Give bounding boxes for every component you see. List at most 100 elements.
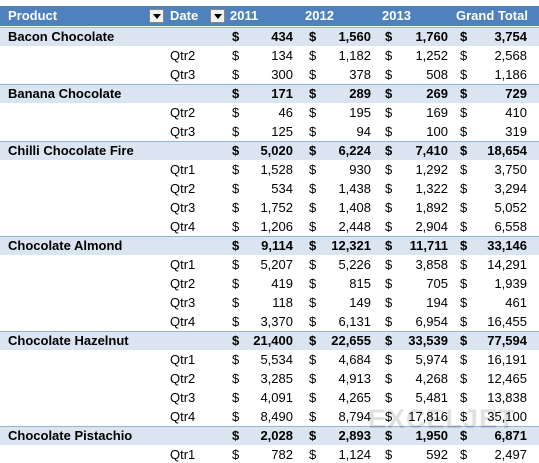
currency-sign: $ <box>460 276 468 291</box>
currency-sign: $ <box>232 333 240 348</box>
column-header: 2013 <box>382 8 411 23</box>
currency-sign: $ <box>309 48 317 63</box>
cell-value: 1,560 <box>338 29 371 44</box>
currency-sign: $ <box>232 143 240 158</box>
currency-sign: $ <box>309 352 317 367</box>
cell-value: 705 <box>426 276 448 291</box>
column-header: 2011 <box>230 8 259 23</box>
currency-sign: $ <box>309 86 317 101</box>
currency-sign: $ <box>460 48 468 63</box>
cell-value: 508 <box>426 67 448 82</box>
cell-value: 195 <box>349 105 371 120</box>
currency-sign: $ <box>309 67 317 82</box>
currency-sign: $ <box>460 124 468 139</box>
currency-sign: $ <box>385 371 393 386</box>
date-label: Qtr4 <box>170 409 196 424</box>
column-header: Grand Total <box>456 8 528 23</box>
product-name: Chocolate Hazelnut <box>8 333 129 348</box>
cell-value: 2,448 <box>338 219 371 234</box>
cell-value: 434 <box>271 29 293 44</box>
cell-value: 8,794 <box>338 409 371 424</box>
date-label: Qtr1 <box>170 447 196 462</box>
cell-value: 3,370 <box>260 314 293 329</box>
currency-sign: $ <box>309 124 317 139</box>
filter-button[interactable] <box>210 9 225 23</box>
currency-sign: $ <box>460 67 468 82</box>
currency-sign: $ <box>309 238 317 253</box>
cell-value: 269 <box>426 86 448 101</box>
date-label: Qtr2 <box>170 276 196 291</box>
cell-value: 33,539 <box>408 333 448 348</box>
currency-sign: $ <box>309 219 317 234</box>
currency-sign: $ <box>309 428 317 443</box>
cell-value: 5,226 <box>338 257 371 272</box>
cell-value: 16,191 <box>487 352 527 367</box>
currency-sign: $ <box>232 181 240 196</box>
cell-value: 14,291 <box>487 257 527 272</box>
currency-sign: $ <box>385 162 393 177</box>
currency-sign: $ <box>385 105 393 120</box>
filter-button[interactable] <box>149 9 164 23</box>
cell-value: 1,438 <box>338 181 371 196</box>
cell-value: 4,268 <box>415 371 448 386</box>
cell-value: 169 <box>426 105 448 120</box>
currency-sign: $ <box>309 447 317 462</box>
date-label: Qtr2 <box>170 105 196 120</box>
cell-value: 729 <box>505 86 527 101</box>
currency-sign: $ <box>460 181 468 196</box>
column-header: Product <box>8 8 58 23</box>
cell-value: 46 <box>278 105 293 120</box>
currency-sign: $ <box>232 257 240 272</box>
date-label: Qtr2 <box>170 181 196 196</box>
cell-value: 1,322 <box>415 181 448 196</box>
date-label: Qtr3 <box>170 67 196 82</box>
cell-value: 2,904 <box>415 219 448 234</box>
currency-sign: $ <box>460 143 468 158</box>
currency-sign: $ <box>309 200 317 215</box>
date-label: Qtr1 <box>170 162 196 177</box>
currency-sign: $ <box>460 29 468 44</box>
cell-value: 1,752 <box>260 200 293 215</box>
cell-value: 1,939 <box>494 276 527 291</box>
cell-value: 11,711 <box>409 238 448 253</box>
product-row-band <box>0 141 539 160</box>
cell-value: 5,974 <box>415 352 448 367</box>
currency-sign: $ <box>232 29 240 44</box>
cell-value: 289 <box>349 86 371 101</box>
cell-value: 4,091 <box>260 390 293 405</box>
currency-sign: $ <box>232 67 240 82</box>
cell-value: 3,285 <box>260 371 293 386</box>
currency-sign: $ <box>309 181 317 196</box>
cell-value: 461 <box>505 295 527 310</box>
currency-sign: $ <box>460 428 468 443</box>
cell-value: 3,750 <box>494 162 527 177</box>
product-name: Chocolate Pistachio <box>8 428 133 443</box>
currency-sign: $ <box>385 124 393 139</box>
currency-sign: $ <box>460 333 468 348</box>
cell-value: 33,146 <box>487 238 527 253</box>
currency-sign: $ <box>460 105 468 120</box>
cell-value: 1,408 <box>338 200 371 215</box>
cell-value: 5,207 <box>260 257 293 272</box>
currency-sign: $ <box>309 105 317 120</box>
cell-value: 782 <box>271 447 293 462</box>
currency-sign: $ <box>309 162 317 177</box>
currency-sign: $ <box>460 200 468 215</box>
date-label: Qtr2 <box>170 48 196 63</box>
cell-value: 1,760 <box>415 29 448 44</box>
date-label: Qtr3 <box>170 200 196 215</box>
currency-sign: $ <box>460 219 468 234</box>
cell-value: 1,182 <box>338 48 371 63</box>
cell-value: 5,481 <box>415 390 448 405</box>
currency-sign: $ <box>309 257 317 272</box>
cell-value: 419 <box>271 276 293 291</box>
cell-value: 534 <box>271 181 293 196</box>
currency-sign: $ <box>385 390 393 405</box>
cell-value: 118 <box>272 295 293 310</box>
product-name: Chocolate Almond <box>8 238 123 253</box>
currency-sign: $ <box>385 295 393 310</box>
currency-sign: $ <box>309 409 317 424</box>
cell-value: 300 <box>271 67 293 82</box>
cell-value: 592 <box>426 447 448 462</box>
